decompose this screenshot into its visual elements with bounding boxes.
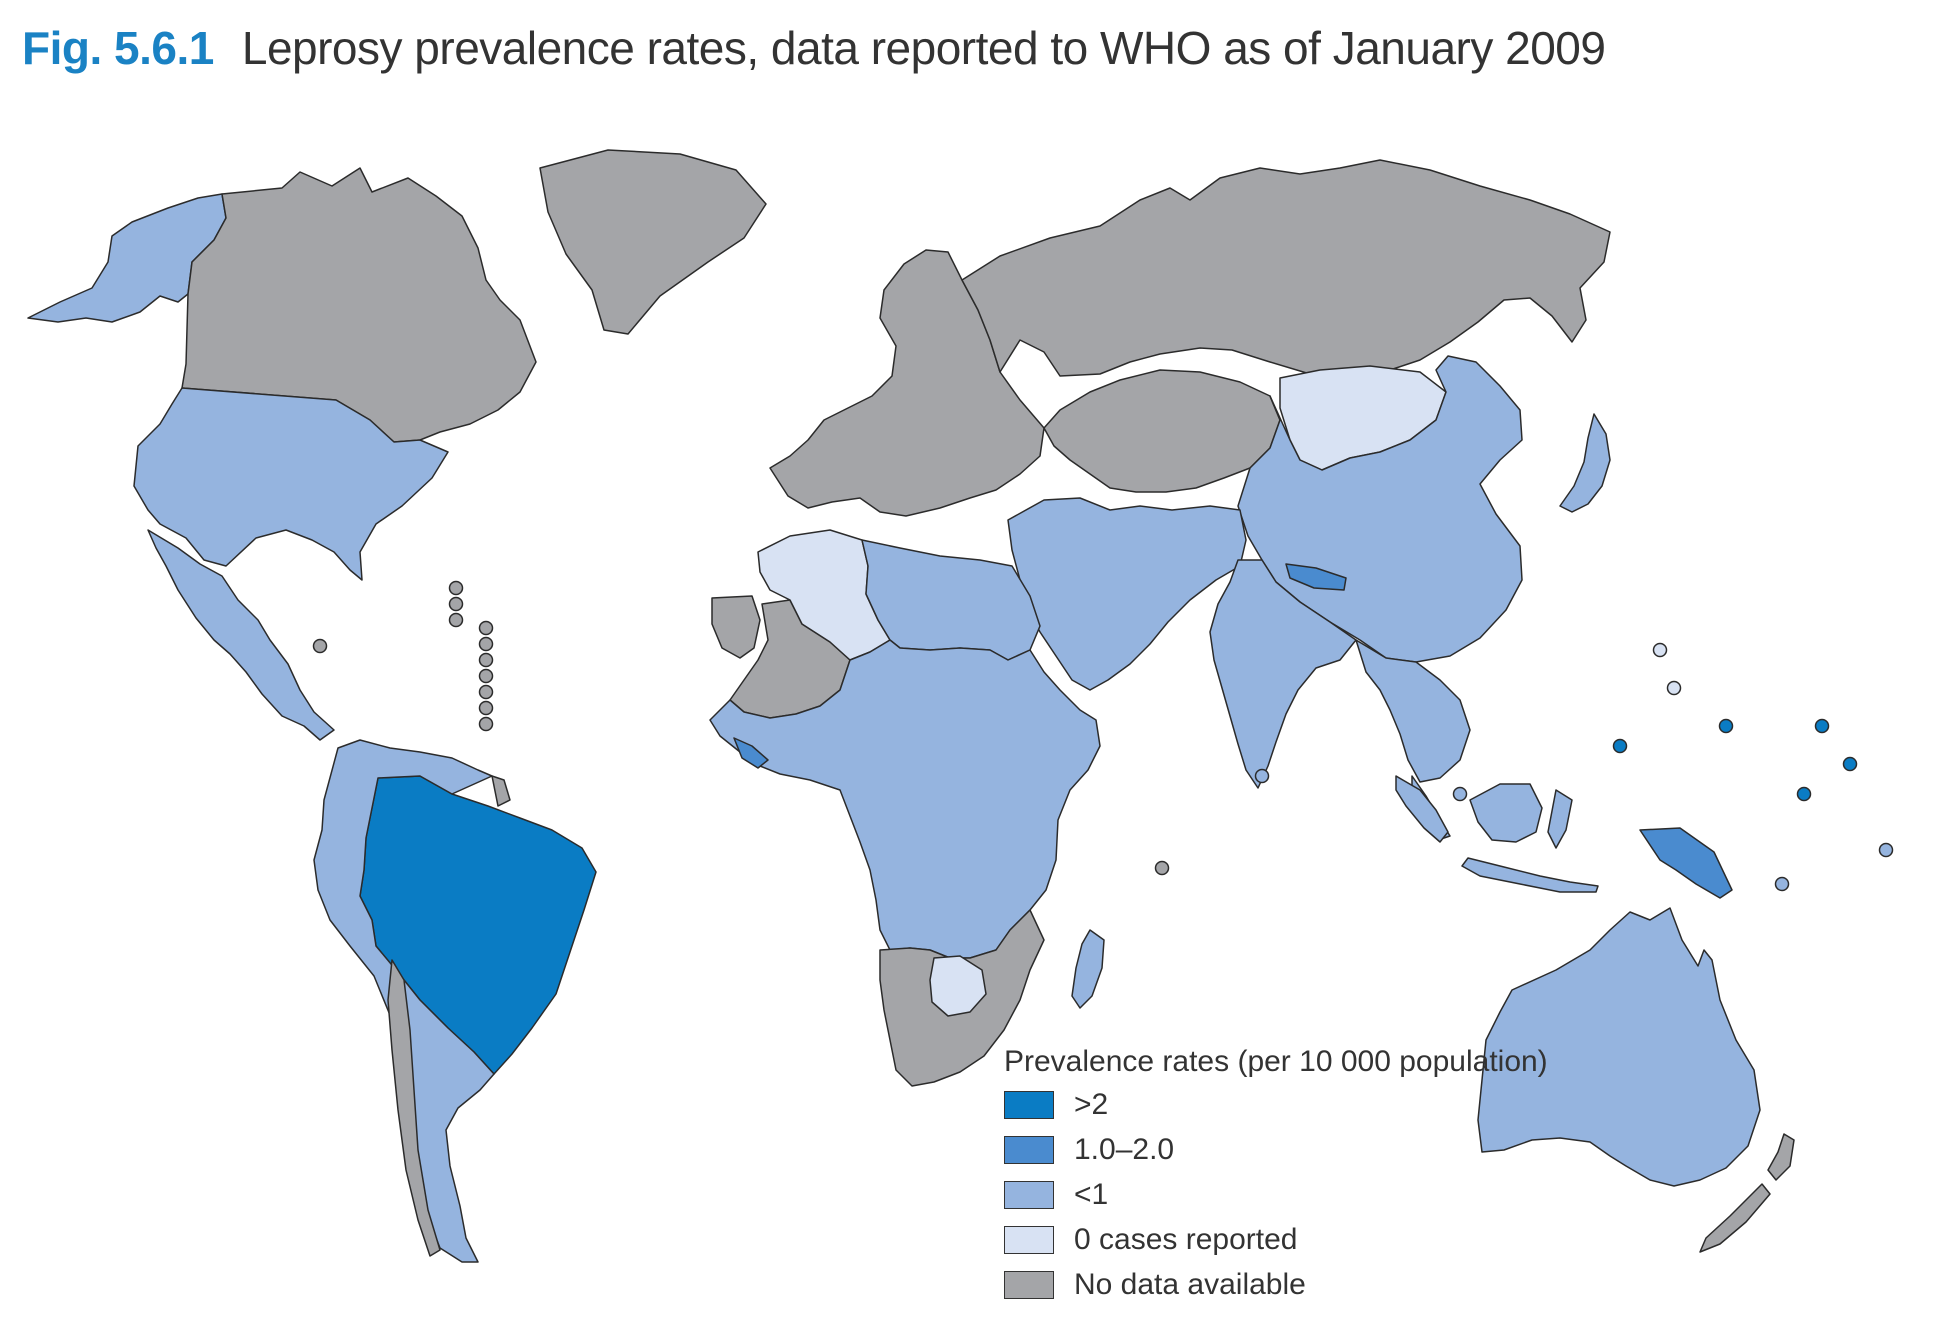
- region-botswana: [929, 955, 987, 1017]
- legend-item: 1.0–2.0: [1004, 1127, 1548, 1172]
- territory-marker: [312, 638, 328, 654]
- region-madagascar: [1071, 929, 1105, 1009]
- territory-marker: [1878, 842, 1894, 858]
- territory-marker: [1796, 786, 1812, 802]
- territory-marker: [448, 612, 464, 628]
- legend-item: <1: [1004, 1172, 1548, 1217]
- legend-swatch: [1004, 1225, 1054, 1254]
- region-canada: [181, 167, 537, 443]
- territory-marker: [1814, 718, 1830, 734]
- territory-marker: [478, 684, 494, 700]
- legend-label: >2: [1074, 1087, 1109, 1121]
- figure-caption: Leprosy prevalence rates, data reported …: [241, 22, 1606, 74]
- territory-marker: [1842, 756, 1858, 772]
- region-mexico-central-america: [147, 529, 335, 741]
- legend-swatch: [1004, 1270, 1054, 1299]
- region-middle-east: [1007, 497, 1247, 691]
- region-india: [1209, 559, 1357, 789]
- legend-item: 0 cases reported: [1004, 1217, 1548, 1262]
- territory-marker: [448, 580, 464, 596]
- figure-title: Fig. 5.6.1 Leprosy prevalence rates, data…: [22, 18, 1606, 78]
- legend-heading: Prevalence rates (per 10 000 population): [1004, 1045, 1548, 1078]
- region-chile: [387, 959, 441, 1257]
- territory-marker: [1154, 860, 1170, 876]
- territory-marker: [448, 596, 464, 612]
- region-africa: [709, 639, 1101, 959]
- legend-item: >2: [1004, 1082, 1548, 1127]
- region-french-guiana: [491, 775, 511, 807]
- legend-label: 0 cases reported: [1074, 1222, 1298, 1256]
- territory-marker: [1254, 768, 1270, 784]
- legend-label: No data available: [1074, 1267, 1306, 1301]
- region-papua-new-guinea: [1639, 827, 1733, 899]
- region-nepal: [1285, 563, 1347, 591]
- region-liberia: [733, 737, 769, 769]
- region-indonesia: [1395, 775, 1599, 893]
- region-australia: [1477, 907, 1761, 1187]
- region-russia: [961, 159, 1611, 379]
- territory-marker: [478, 636, 494, 652]
- territory-marker: [478, 652, 494, 668]
- figure-number: Fig. 5.6.1: [22, 22, 214, 74]
- region-usa: [133, 387, 449, 581]
- territory-marker: [1452, 786, 1468, 802]
- territory-marker: [1718, 718, 1734, 734]
- territory-marker: [1666, 680, 1682, 696]
- territory-marker: [1612, 738, 1628, 754]
- legend: Prevalence rates (per 10 000 population)…: [1004, 1042, 1548, 1307]
- legend-swatch: [1004, 1180, 1054, 1209]
- territory-marker: [478, 716, 494, 732]
- legend-label: 1.0–2.0: [1074, 1132, 1175, 1166]
- region-central-asia: [1043, 369, 1281, 493]
- territory-marker: [478, 668, 494, 684]
- region-japan: [1559, 413, 1611, 513]
- territory-marker: [1774, 876, 1790, 892]
- territory-marker: [478, 700, 494, 716]
- region-new-zealand: [1699, 1133, 1795, 1253]
- territory-marker: [1652, 642, 1668, 658]
- legend-label: <1: [1074, 1177, 1109, 1211]
- legend-swatch: [1004, 1090, 1054, 1119]
- region-greenland: [539, 149, 767, 335]
- territory-marker: [478, 620, 494, 636]
- legend-swatch: [1004, 1135, 1054, 1164]
- legend-item: No data available: [1004, 1262, 1548, 1307]
